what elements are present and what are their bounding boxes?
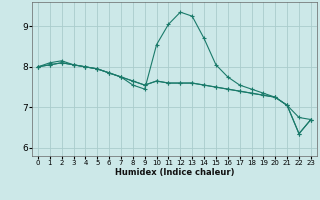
X-axis label: Humidex (Indice chaleur): Humidex (Indice chaleur) [115,168,234,177]
